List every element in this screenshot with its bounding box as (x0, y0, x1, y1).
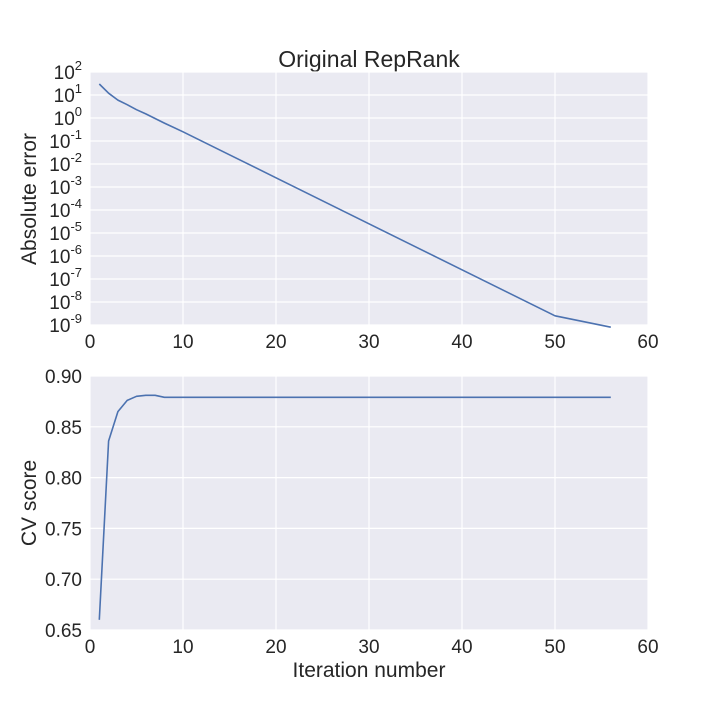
error-chart: Original RepRank 0 10 20 30 40 50 60 102101100… (18, 46, 659, 353)
error-x-tick-label: 10 (172, 332, 193, 353)
error-y-tick-label: 10-7 (49, 265, 82, 291)
error-series-group (98, 83, 611, 328)
cv-gridlines (89, 375, 649, 631)
cv-y-tick-label: 0.70 (45, 570, 82, 591)
error-y-tick-base: 10 (49, 178, 70, 199)
error-y-tick-exponent: -6 (70, 242, 82, 257)
error-x-tick-label: 0 (85, 332, 96, 353)
error-y-tick-label: 102 (54, 58, 82, 84)
error-series-line (98, 83, 611, 328)
cv-x-tick-label: 10 (172, 637, 193, 658)
error-y-tick-base: 10 (49, 293, 70, 314)
cv-x-tick-label: 20 (265, 637, 286, 658)
error-gridlines (89, 71, 649, 326)
cv-chart: 0 10 20 30 40 50 60 0.65 0.70 0.75 0.80 0.85 0.90 C… (18, 367, 659, 682)
error-y-tick-base: 10 (49, 155, 70, 176)
error-y-tick-label: 10-1 (49, 127, 82, 153)
error-y-tick-base: 10 (54, 86, 75, 107)
error-y-tick-label: 101 (54, 81, 82, 107)
error-y-tick-exponent: -9 (70, 311, 82, 326)
error-y-tick-base: 10 (54, 109, 75, 130)
cv-x-tick-label: 60 (637, 637, 658, 658)
error-y-tick-label: 10-5 (49, 219, 82, 245)
x-axis-label: Iteration number (293, 659, 446, 682)
cv-y-tick-label: 0.90 (45, 367, 82, 388)
error-y-tick-exponent: -3 (70, 173, 82, 188)
cv-series-line (98, 394, 611, 620)
error-chart-title: Original RepRank (278, 46, 460, 72)
cv-y-tick-label: 0.65 (45, 621, 82, 642)
error-y-tick-exponent: -4 (70, 196, 82, 211)
error-y-tick-exponent: 2 (75, 58, 82, 73)
error-y-tick-exponent: 0 (75, 104, 82, 119)
error-y-tick-exponent: -8 (70, 288, 82, 303)
error-y-tick-labels: 10210110010-110-210-310-410-510-610-710-… (49, 58, 82, 337)
error-y-tick-base: 10 (49, 247, 70, 268)
error-x-tick-label: 40 (451, 332, 472, 353)
error-y-tick-label: 10-3 (49, 173, 82, 199)
cv-x-tick-label: 30 (358, 637, 379, 658)
cv-y-axis-label: CV score (18, 460, 41, 546)
cv-x-tick-label: 50 (544, 637, 565, 658)
error-y-axis-label: Absolute error (18, 133, 41, 265)
error-y-tick-base: 10 (49, 132, 70, 153)
error-y-tick-exponent: -2 (70, 150, 82, 165)
error-x-tick-label: 60 (637, 332, 658, 353)
error-x-tick-label: 50 (544, 332, 565, 353)
error-y-tick-exponent: -7 (70, 265, 82, 280)
error-y-tick-label: 10-4 (49, 196, 82, 222)
cv-x-tick-label: 40 (451, 637, 472, 658)
error-y-tick-label: 10-2 (49, 150, 82, 176)
error-y-tick-label: 10-6 (49, 242, 82, 268)
cv-y-tick-label: 0.85 (45, 418, 82, 439)
error-y-tick-label: 100 (54, 104, 82, 130)
error-y-tick-base: 10 (49, 224, 70, 245)
error-x-tick-labels: 0 10 20 30 40 50 60 (85, 332, 659, 353)
cv-y-tick-labels: 0.65 0.70 0.75 0.80 0.85 0.90 (45, 367, 82, 642)
error-y-tick-label: 10-9 (49, 311, 82, 337)
error-x-tick-label: 30 (358, 332, 379, 353)
cv-y-tick-label: 0.80 (45, 469, 82, 490)
cv-y-tick-label: 0.75 (45, 519, 82, 540)
error-y-tick-base: 10 (49, 270, 70, 291)
cv-series-group (98, 394, 611, 620)
error-y-tick-exponent: 1 (75, 81, 82, 96)
error-y-tick-exponent: -5 (70, 219, 82, 234)
cv-x-tick-label: 0 (85, 637, 96, 658)
error-y-tick-base: 10 (49, 201, 70, 222)
error-x-tick-label: 20 (265, 332, 286, 353)
error-y-tick-base: 10 (49, 316, 70, 337)
error-y-tick-base: 10 (54, 63, 75, 84)
error-y-tick-label: 10-8 (49, 288, 82, 314)
error-y-tick-exponent: -1 (70, 127, 82, 142)
cv-x-tick-labels: 0 10 20 30 40 50 60 (85, 637, 659, 658)
